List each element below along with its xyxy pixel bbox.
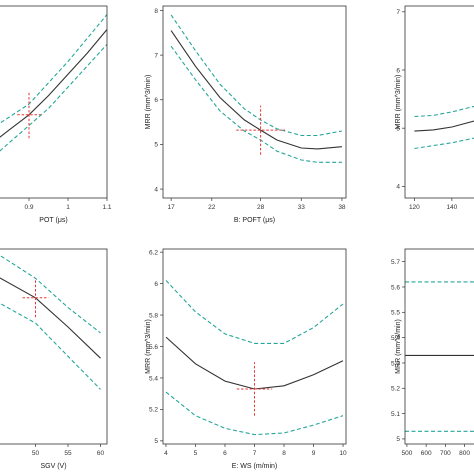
series-line-lower: [414, 137, 474, 150]
x-tick-label: 17: [168, 204, 176, 211]
x-axis-label: SGV (V): [40, 463, 66, 470]
series-group: [0, 14, 107, 152]
x-tick-label: 9: [312, 450, 316, 457]
y-axis-label: MRR (mm^3/min): [145, 75, 152, 130]
series-line-mean: [0, 277, 101, 359]
series-line-upper: [165, 280, 344, 344]
x-tick-label: 6: [223, 450, 227, 457]
y-tick-label: 5.3: [391, 360, 400, 367]
y-tick-label: 5.7: [391, 259, 400, 266]
x-tick-label: 500: [401, 450, 412, 457]
y-tick-label: 6: [396, 67, 400, 74]
plot-frame: [162, 5, 347, 199]
y-tick-label: 5.2: [149, 407, 158, 414]
x-tick-label: 800: [459, 450, 470, 457]
series-group: [414, 105, 474, 150]
x-tick-label: 120: [409, 204, 420, 211]
x-tick-label: 1: [66, 204, 70, 211]
series-line-lower: [0, 302, 101, 390]
y-tick-label: 6: [154, 97, 158, 104]
y-tick-label: 5: [396, 436, 400, 443]
series-line-upper: [170, 14, 342, 137]
series-line-upper: [0, 254, 101, 334]
panel-poft: 17 22 28 33 38 4 5 6 7 8 B: POFT (μs) MRR (mm^3/min…: [145, 5, 347, 224]
x-axis-label: B: POFT (μs): [234, 217, 275, 224]
y-tick-label: 5: [154, 438, 158, 445]
series-line-lower: [165, 391, 344, 436]
x-tick-label: 33: [298, 204, 306, 211]
plot-frame: [0, 5, 108, 199]
x-tick-label: 0.9: [24, 204, 33, 211]
x-tick-label: 38: [338, 204, 346, 211]
x-tick-label: 4: [164, 450, 168, 457]
x-axis-label: E: WS (m/min): [232, 463, 278, 470]
y-axis-label: MRR (mm^3/min): [395, 75, 402, 130]
y-tick-label: 5.4: [391, 335, 400, 342]
x-tick-label: 1.1: [102, 204, 111, 211]
series-line-lower: [0, 44, 107, 152]
y-tick-label: 5: [154, 142, 158, 149]
x-axis-label: POT (μs): [39, 217, 67, 224]
y-tick-label: 5.4: [149, 375, 158, 382]
y-tick-label: 6.2: [149, 249, 158, 256]
series-group: [170, 14, 342, 163]
x-tick-label: 8: [282, 450, 286, 457]
x-tick-label: 60: [97, 450, 105, 457]
y-tick-label: 5.6: [149, 344, 158, 351]
y-tick-label: 5.2: [391, 386, 400, 393]
series-line-mean: [414, 120, 474, 132]
panel-pot: 0.9 1 1.1 POT (μs): [0, 5, 112, 224]
panel-sgv: 50 55 60 SGV (V): [0, 248, 108, 470]
x-tick-label: 5: [194, 450, 198, 457]
x-tick-label: 7: [253, 450, 257, 457]
y-tick-label: 5: [396, 125, 400, 132]
y-tick-label: 5.6: [391, 284, 400, 291]
series-line-upper: [414, 105, 474, 118]
y-axis-label: MRR (mm^3/min): [145, 319, 152, 374]
x-tick-label: 140: [446, 204, 457, 211]
y-tick-label: 7: [154, 52, 158, 59]
x-tick-label: 22: [208, 204, 216, 211]
panel-last: 500 600 700 800 5 5.1 5.2 5.3 5.4 5.5 5.6 5.7 MRR (m…: [391, 248, 474, 457]
plot-frame: [404, 248, 474, 445]
y-tick-label: 5.5: [391, 310, 400, 317]
y-tick-label: 5.1: [391, 411, 400, 418]
x-tick-label: 28: [257, 204, 265, 211]
y-tick-label: 8: [154, 8, 158, 15]
y-tick-label: 4: [154, 186, 158, 193]
y-tick-label: 5.8: [149, 312, 158, 319]
plot-frame: [0, 248, 108, 445]
series-line-upper: [0, 14, 107, 124]
x-tick-label: 10: [339, 450, 347, 457]
x-tick-label: 55: [64, 450, 72, 457]
series-line-lower: [170, 45, 342, 163]
series-group: [165, 280, 344, 436]
x-tick-label: 700: [440, 450, 451, 457]
x-tick-label: 600: [421, 450, 432, 457]
plot-frame: [404, 5, 474, 199]
y-tick-label: 4: [396, 184, 400, 191]
y-tick-label: 7: [396, 9, 400, 16]
x-tick-label: 50: [32, 450, 40, 457]
series-line-mean: [0, 29, 107, 138]
panel-c: 120 140 4 5 6 7 MRR (mm^3/min): [395, 5, 474, 211]
series-group: [405, 281, 474, 432]
series-line-mean: [170, 30, 342, 150]
y-axis-label: MRR (mm^3/min): [395, 319, 402, 374]
y-tick-label: 6: [154, 281, 158, 288]
series-group: [0, 254, 101, 390]
